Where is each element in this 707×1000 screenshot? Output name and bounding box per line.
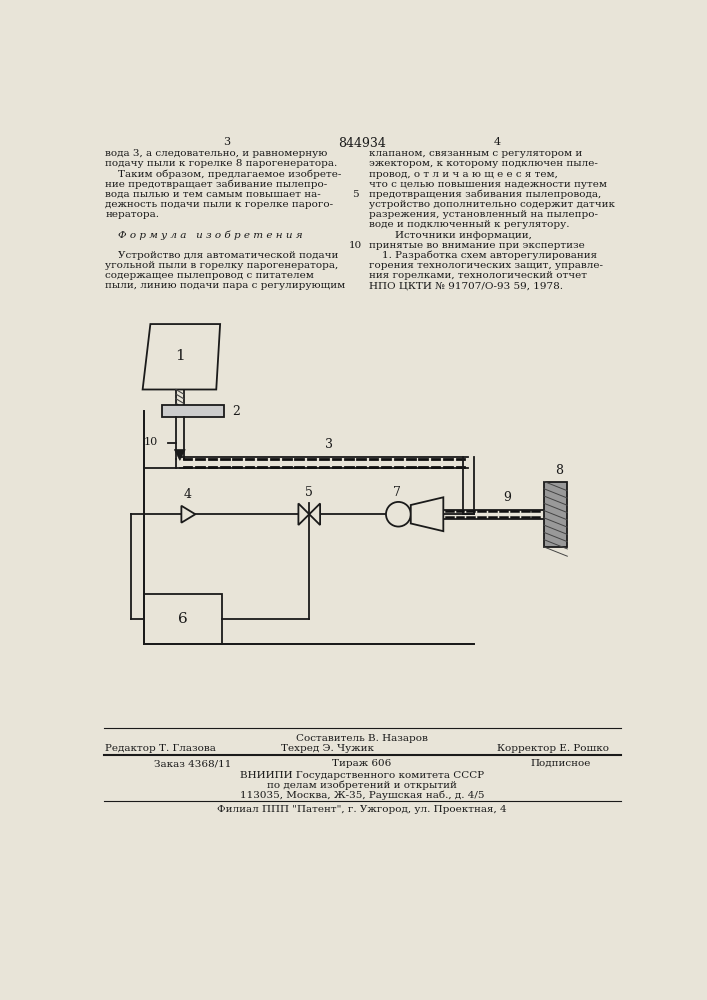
Text: 3: 3 [325, 438, 332, 451]
Polygon shape [182, 506, 195, 523]
Text: Техред Э. Чужик: Техред Э. Чужик [281, 744, 373, 753]
Text: что с целью повышения надежности путем: что с целью повышения надежности путем [369, 180, 607, 189]
Text: Таким образом, предлагаемое изобрете-: Таким образом, предлагаемое изобрете- [105, 170, 341, 179]
Bar [144, 594, 222, 644]
Text: 4: 4 [494, 137, 501, 147]
Bar [544, 482, 567, 547]
Text: Ф о р м у л а   и з о б р е т е н и я: Ф о р м у л а и з о б р е т е н и я [105, 231, 303, 240]
Text: 844934: 844934 [338, 137, 386, 150]
Polygon shape [411, 497, 443, 531]
Text: по делам изобретений и открытий: по делам изобретений и открытий [267, 781, 457, 790]
Text: Источники информации,: Источники информации, [369, 231, 532, 240]
Text: вода пылью и тем самым повышает на-: вода пылью и тем самым повышает на- [105, 190, 321, 199]
Text: устройство дополнительно содержит датчик: устройство дополнительно содержит датчик [369, 200, 615, 209]
Text: 9: 9 [503, 491, 511, 504]
Text: содержащее пылепровод с питателем: содержащее пылепровод с питателем [105, 271, 315, 280]
Text: ние предотвращает забивание пылепро-: ние предотвращает забивание пылепро- [105, 180, 327, 189]
Text: Устройство для автоматической подачи: Устройство для автоматической подачи [105, 251, 339, 260]
Text: 7: 7 [393, 486, 401, 499]
Text: ния горелками, технологический отчет: ния горелками, технологический отчет [369, 271, 587, 280]
Text: Редактор Т. Глазова: Редактор Т. Глазова [105, 744, 216, 753]
Text: подачу пыли к горелке 8 парогенератора.: подачу пыли к горелке 8 парогенератора. [105, 159, 338, 168]
Text: Тираж 606: Тираж 606 [332, 759, 392, 768]
Text: 10: 10 [349, 241, 361, 250]
Polygon shape [309, 503, 320, 525]
Text: 6: 6 [178, 612, 188, 626]
Text: 113035, Москва, Ж-35, Раушская наб., д. 4/5: 113035, Москва, Ж-35, Раушская наб., д. … [240, 791, 484, 800]
Text: вода 3, а следовательно, и равномерную: вода 3, а следовательно, и равномерную [105, 149, 328, 158]
Text: дежность подачи пыли к горелке парого-: дежность подачи пыли к горелке парого- [105, 200, 334, 209]
Text: 1. Разработка схем авторегулирования: 1. Разработка схем авторегулирования [369, 251, 597, 260]
Text: эжектором, к которому подключен пыле-: эжектором, к которому подключен пыле- [369, 159, 598, 168]
Polygon shape [298, 503, 309, 525]
Text: 4: 4 [184, 488, 192, 501]
Text: 8: 8 [555, 464, 563, 477]
Polygon shape [143, 324, 220, 389]
Text: горения технологических защит, управле-: горения технологических защит, управле- [369, 261, 603, 270]
Text: 10: 10 [144, 437, 158, 447]
Text: Филиал ППП "Патент", г. Ужгород, ул. Проектная, 4: Филиал ППП "Патент", г. Ужгород, ул. Про… [217, 805, 507, 814]
Text: 3: 3 [223, 137, 230, 147]
Text: пыли, линию подачи пара с регулирующим: пыли, линию подачи пара с регулирующим [105, 281, 346, 290]
Circle shape [386, 502, 411, 527]
Text: Составитель В. Назаров: Составитель В. Назаров [296, 734, 428, 743]
Text: предотвращения забивания пылепровода,: предотвращения забивания пылепровода, [369, 190, 601, 199]
Text: ВНИИПИ Государственного комитета СССР: ВНИИПИ Государственного комитета СССР [240, 771, 484, 780]
Polygon shape [175, 450, 185, 460]
Text: 2: 2 [232, 405, 240, 418]
Text: 5: 5 [305, 486, 313, 499]
Text: угольной пыли в горелку парогенератора,: угольной пыли в горелку парогенератора, [105, 261, 339, 270]
Text: 1: 1 [175, 349, 185, 363]
Text: Корректор Е. Рошко: Корректор Е. Рошко [498, 744, 609, 753]
Bar [162, 405, 224, 417]
Text: принятые во внимание при экспертизе: принятые во внимание при экспертизе [369, 241, 585, 250]
Text: Заказ 4368/11: Заказ 4368/11 [154, 759, 232, 768]
Text: клапаном, связанным с регулятором и: клапаном, связанным с регулятором и [369, 149, 582, 158]
Text: провод, о т л и ч а ю щ е е с я тем,: провод, о т л и ч а ю щ е е с я тем, [369, 170, 558, 179]
Text: Подписное: Подписное [531, 759, 591, 768]
Text: разрежения, установленный на пылепро-: разрежения, установленный на пылепро- [369, 210, 598, 219]
Text: 5: 5 [351, 190, 358, 199]
Text: нератора.: нератора. [105, 210, 159, 219]
Text: воде и подключенный к регулятору.: воде и подключенный к регулятору. [369, 220, 569, 229]
Text: НПО ЦКТИ № 91707/О-93 59, 1978.: НПО ЦКТИ № 91707/О-93 59, 1978. [369, 281, 563, 290]
